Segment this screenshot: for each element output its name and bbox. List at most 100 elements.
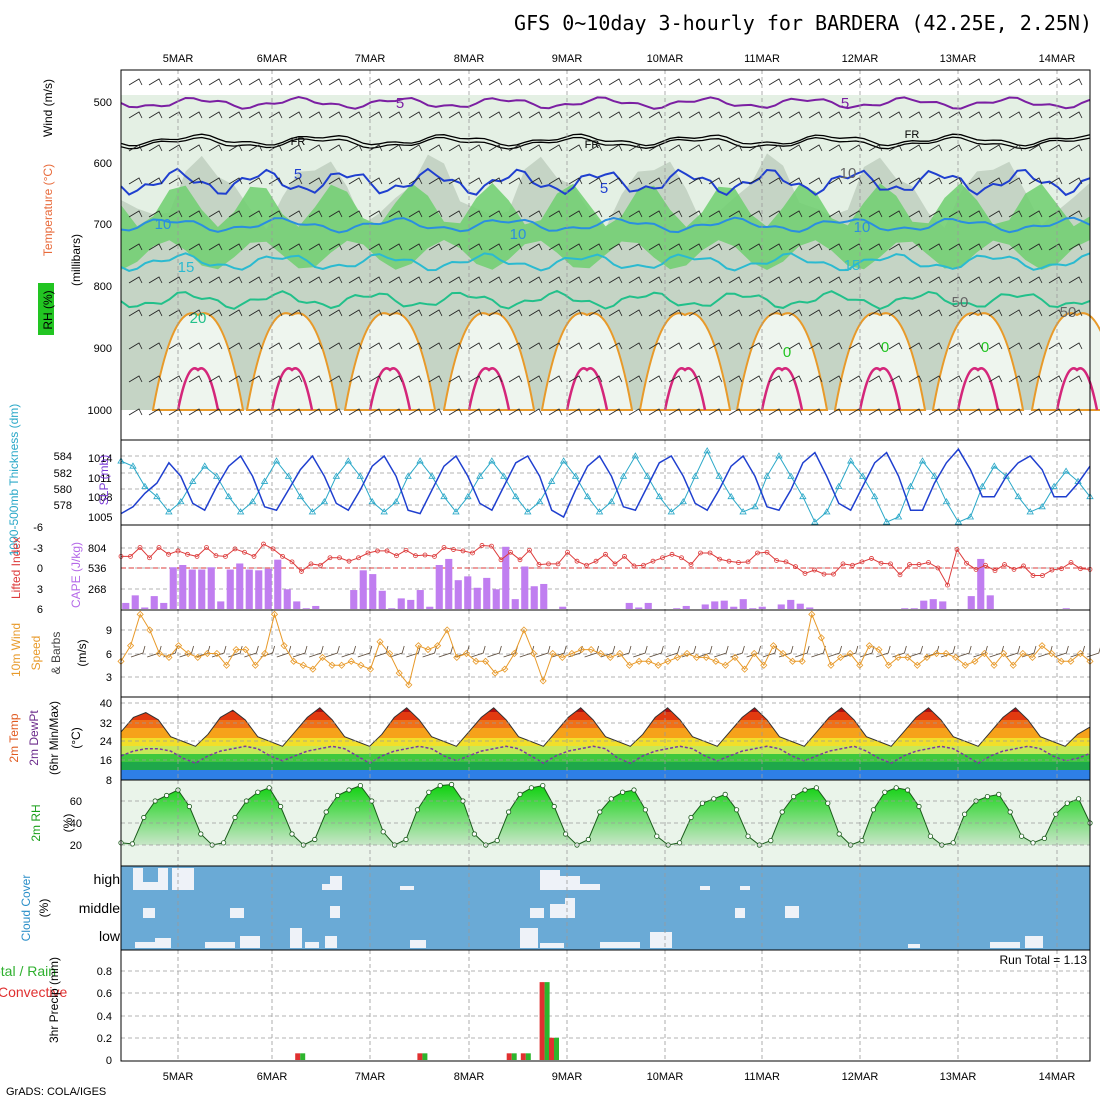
wind-barb — [228, 144, 243, 152]
lifted-index-point — [441, 545, 447, 550]
cape-bar — [559, 606, 567, 609]
wind-barb — [208, 243, 223, 251]
10m-wind-point — [952, 653, 960, 661]
lifted-index-point — [783, 559, 789, 565]
wind-barb — [968, 342, 983, 350]
rh-point — [859, 837, 865, 844]
freezing-level-contour — [120, 136, 1091, 150]
cloud-cover-bar — [908, 944, 920, 948]
cape-bar — [131, 595, 139, 609]
wind-barb — [1008, 210, 1023, 218]
wind-barb — [208, 177, 223, 185]
slp-axis-label: SLP (mb) — [97, 455, 111, 505]
thickness-axis-label: 1000-500mb Thickness (dm) — [7, 404, 21, 557]
thickness-point — [679, 497, 687, 505]
wind-barb — [1028, 243, 1043, 251]
lifted-index-point — [270, 546, 276, 552]
wind-barb — [168, 375, 183, 383]
thickness-point — [775, 452, 783, 459]
rh-point — [642, 807, 649, 813]
rh-axis-label-1: 2m RH — [29, 804, 43, 841]
thickness-point — [823, 508, 831, 515]
wind-barb — [388, 276, 403, 284]
10m-wind-point — [376, 638, 384, 646]
10m-wind-point — [242, 646, 250, 654]
cloud-cover-bar — [230, 908, 244, 918]
wind-barb — [488, 243, 503, 251]
cape-bar — [739, 599, 747, 609]
thickness-point — [847, 457, 855, 464]
rh-point — [471, 831, 477, 837]
rh-tick: 20 — [70, 840, 82, 852]
wind-barb — [128, 177, 143, 185]
slp-tick: 1005 — [88, 512, 112, 524]
wind-barb — [828, 210, 843, 218]
lifted-index-point — [1011, 566, 1017, 572]
wind-barb — [168, 243, 183, 251]
lifted-index-point — [318, 562, 323, 568]
thickness-point — [858, 472, 867, 479]
10m-wind-barb — [876, 645, 891, 658]
wind-barb — [588, 210, 603, 218]
10m-wind-barb — [957, 645, 972, 658]
thickness-point — [1026, 508, 1034, 515]
cloud-cover-bar — [400, 886, 414, 890]
wind-barb — [788, 210, 803, 218]
wind-barb — [748, 111, 763, 119]
cloud-level-label: low — [99, 928, 121, 944]
wind-barb — [368, 177, 383, 185]
wind-barb — [508, 342, 523, 350]
10m-wind-point — [510, 649, 518, 658]
cape-bar — [397, 598, 405, 609]
cape-bar — [141, 607, 149, 609]
cloud-cover-bar — [143, 908, 155, 918]
wind-barb — [248, 243, 263, 251]
wind-barb — [708, 210, 723, 218]
wind-barb — [788, 375, 803, 383]
lifted-index-point — [745, 559, 751, 565]
wind-barb — [988, 243, 1003, 251]
thickness-point — [571, 472, 580, 479]
10m-wind-point — [549, 649, 557, 658]
wind-barb — [328, 243, 343, 251]
wind-barb — [1008, 408, 1023, 416]
10m-wind-point — [980, 649, 989, 658]
thickness-point — [906, 482, 915, 489]
top-date-label: 14MAR — [1039, 53, 1076, 65]
wind-barb — [548, 210, 563, 218]
rh-point — [733, 807, 740, 813]
rh-point — [813, 785, 820, 791]
10m-wind-barb — [827, 645, 842, 658]
cape-bar — [302, 608, 310, 609]
wind-barb — [448, 111, 463, 119]
wind-barb — [348, 309, 363, 317]
wind-barb — [768, 111, 783, 119]
wind-barb — [408, 276, 423, 284]
10m-wind-point — [414, 642, 422, 650]
wind-barb — [968, 144, 983, 152]
thickness-point — [189, 477, 197, 484]
wind-barb — [508, 144, 523, 152]
rh-point — [904, 787, 911, 793]
wind-barb — [868, 210, 883, 218]
wind-barb — [468, 111, 483, 119]
rh-point — [984, 793, 991, 800]
wind-barb — [668, 78, 683, 86]
cloud-cover-bar — [330, 906, 340, 918]
wind-barb — [928, 144, 943, 152]
wind-barb — [848, 342, 863, 350]
wind-barb — [888, 309, 903, 317]
wind-barb — [1048, 276, 1063, 284]
rh-point — [802, 787, 808, 793]
wind-barb — [988, 408, 1003, 416]
10m-wind-barb — [130, 645, 146, 658]
hot-layer-contour — [663, 367, 707, 411]
wind-barb — [748, 177, 763, 185]
wind-barb — [388, 177, 403, 185]
rh-point — [528, 785, 535, 791]
thickness-point — [428, 472, 436, 479]
thickness-point — [320, 497, 329, 505]
10m-wind-point — [875, 646, 883, 654]
wind-barb — [1008, 111, 1023, 119]
wind-barb — [948, 342, 963, 350]
